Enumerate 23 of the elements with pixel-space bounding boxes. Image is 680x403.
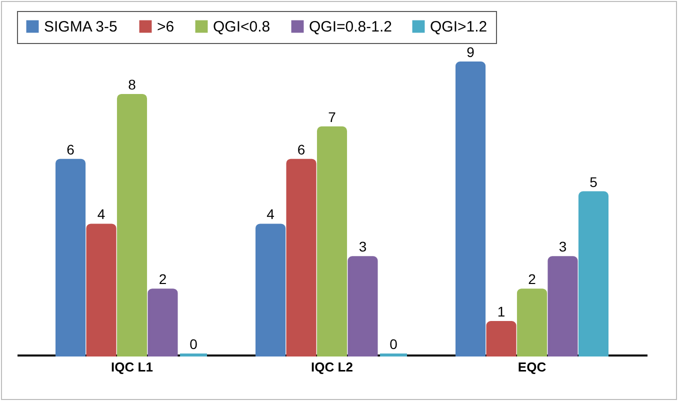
legend-label: QGI=0.8-1.2 [309,18,392,36]
x-tick-label: EQC [518,360,547,374]
data-label: 0 [390,336,398,352]
data-label: 5 [590,174,598,190]
legend-label: QGI>1.2 [430,18,488,36]
data-label: 4 [97,206,106,222]
legend-label: SIGMA 3-5 [44,18,118,36]
data-label: 8 [128,76,136,92]
data-label: 4 [266,206,275,222]
data-label: 9 [466,44,475,60]
data-label: 6 [297,141,306,158]
legend-label: QGI<0.8 [213,18,270,36]
data-label: 1 [497,304,506,320]
data-label: 7 [328,108,336,125]
data-label: 2 [158,271,167,288]
data-label: 3 [358,238,367,255]
data-label: 3 [558,238,567,255]
data-label: 2 [528,271,536,288]
x-tick-label: IQC L2 [311,360,353,374]
data-label: 6 [66,141,75,158]
legend-label: >6 [157,18,174,36]
data-label: 0 [190,336,198,352]
x-tick-label: IQC L1 [111,360,153,374]
